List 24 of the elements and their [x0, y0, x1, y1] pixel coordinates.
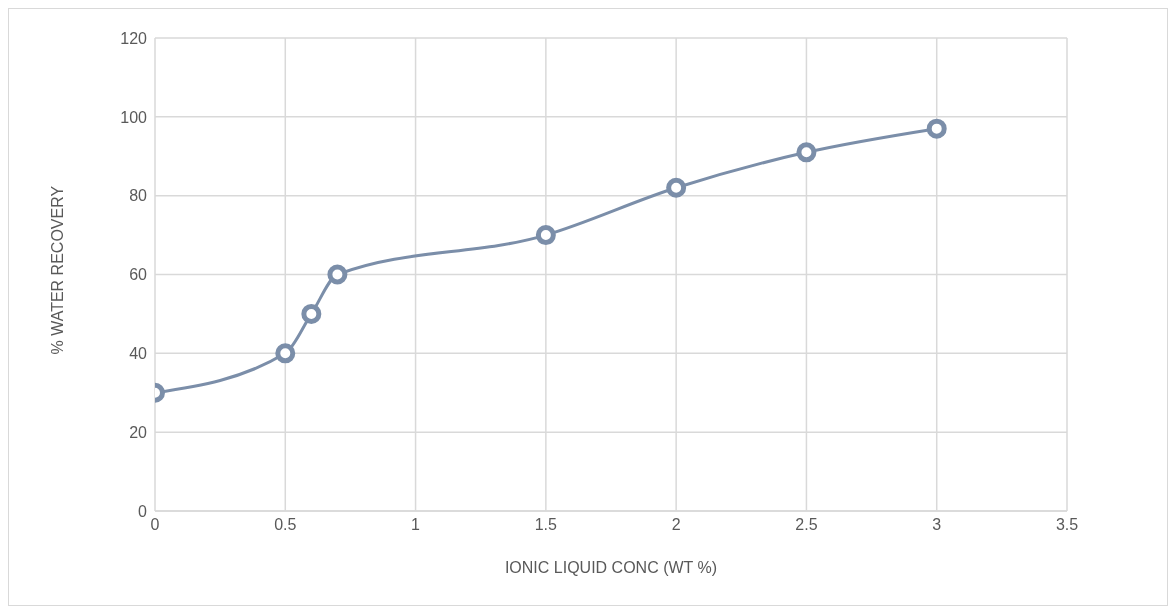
y-tick-label: 80 [129, 187, 148, 205]
y-tick-label: 120 [120, 29, 148, 47]
x-tick-label: 3 [932, 516, 942, 534]
y-tick-label: 0 [138, 502, 148, 520]
y-axis-title: % WATER RECOVERY [48, 185, 66, 355]
point [275, 343, 296, 364]
x-tick-label: 0 [150, 516, 160, 534]
point [535, 225, 556, 246]
x-tick-label: 0.5 [274, 516, 297, 534]
y-tick-label: 100 [120, 108, 148, 126]
x-tick-label: 2.5 [795, 516, 818, 534]
point [301, 303, 322, 324]
y-tick-label: 40 [129, 345, 148, 363]
x-tick-label: 3.5 [1055, 516, 1079, 534]
point [796, 142, 817, 163]
point [327, 264, 348, 285]
x-axis-title: IONIC LIQUID CONC (WT %) [504, 559, 718, 576]
point [926, 118, 947, 139]
y-tick-label: 20 [129, 423, 148, 441]
point [666, 177, 687, 198]
x-tick-label: 1 [411, 516, 421, 534]
x-tick-label: 1.5 [534, 516, 558, 534]
y-tick-label: 60 [129, 266, 148, 284]
x-tick-label: 2 [671, 516, 681, 534]
